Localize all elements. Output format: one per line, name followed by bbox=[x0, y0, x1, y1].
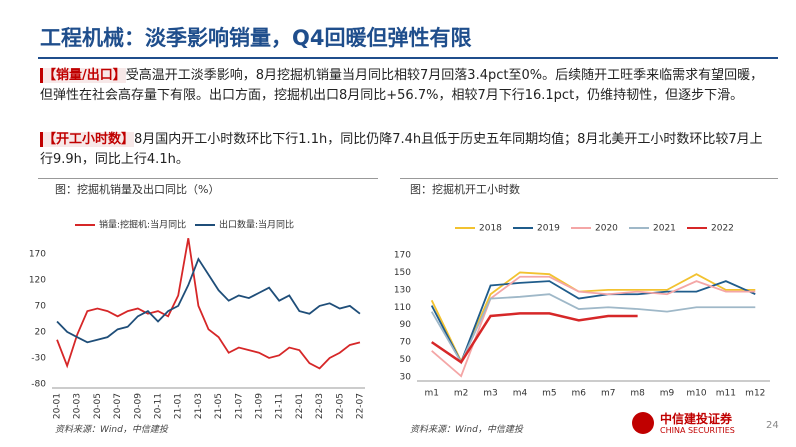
divider bbox=[38, 178, 378, 179]
series-line bbox=[56, 238, 361, 370]
legend-label: 2020 bbox=[595, 224, 618, 234]
x-tick-label: 22-01 bbox=[295, 393, 305, 419]
paragraph-label: 【开工小时数】 bbox=[40, 132, 135, 147]
series-line bbox=[430, 293, 756, 365]
slide-title: 工程机械：淡季影响销量，Q4回暖但弹性有限 bbox=[40, 26, 472, 50]
legend-label: 销量:挖掘机:当月同比 bbox=[99, 219, 186, 231]
x-tick-label: m5 bbox=[542, 389, 557, 399]
x-tick-label: 22-05 bbox=[335, 393, 345, 419]
chart-title: 图：挖掘机销量及出口同比（%） bbox=[55, 183, 220, 196]
paragraph-text: 8月国内开工小时数环比下行1.1h，同比仍降7.4h且低于历史五年同期均值；8月… bbox=[40, 132, 763, 167]
x-tick-label: 20-07 bbox=[113, 393, 123, 419]
paragraph-label: 【销量/出口】 bbox=[40, 68, 126, 83]
legend-label: 2021 bbox=[653, 224, 676, 234]
series-line bbox=[56, 257, 361, 344]
y-tick-label: 150 bbox=[394, 268, 411, 278]
x-tick-label: m10 bbox=[686, 389, 706, 399]
x-tick-label: 21-07 bbox=[234, 393, 244, 419]
logo-mark bbox=[632, 412, 654, 434]
series-line bbox=[431, 312, 638, 364]
y-tick-label: 70 bbox=[35, 301, 47, 311]
logo-text: 中信建投证券 bbox=[660, 412, 733, 426]
x-tick-label: m7 bbox=[601, 389, 616, 399]
paragraph-text: 受高温开工淡季影响，8月挖掘机销量当月同比相较7月回落3.4pct至0%。后续随… bbox=[40, 68, 764, 103]
x-tick-label: m12 bbox=[745, 389, 765, 399]
x-tick-label: 21-03 bbox=[194, 393, 204, 419]
legend-label: 2018 bbox=[479, 224, 502, 234]
divider bbox=[400, 178, 778, 179]
page-number: 24 bbox=[766, 420, 779, 431]
x-tick-label: 20-03 bbox=[73, 393, 83, 419]
y-tick-label: 120 bbox=[29, 275, 46, 285]
chart: -80 -30 20 70 120 170 20-01 20-03 20-05 20-07 20-0… bbox=[29, 219, 366, 420]
y-tick-label: 170 bbox=[394, 251, 411, 261]
x-tick-label: 20-05 bbox=[93, 393, 103, 419]
y-tick-label: 50 bbox=[400, 355, 412, 365]
logo-text: CHINA SECURITIES bbox=[660, 426, 735, 435]
y-tick-label: 20 bbox=[35, 327, 47, 337]
x-tick-label: 21-11 bbox=[275, 393, 285, 419]
x-tick-label: 22-03 bbox=[315, 393, 325, 419]
x-tick-label: 20-01 bbox=[53, 393, 63, 419]
series-line bbox=[431, 275, 756, 378]
y-tick-label: 110 bbox=[394, 303, 411, 313]
y-tick-label: 90 bbox=[400, 320, 412, 330]
x-tick-label: m11 bbox=[716, 389, 736, 399]
x-tick-label: 22-07 bbox=[355, 393, 365, 419]
x-tick-label: m4 bbox=[513, 389, 528, 399]
paragraph: 【开工小时数】8月国内开工小时数环比下行1.1h，同比仍降7.4h且低于历史五年… bbox=[40, 130, 770, 170]
y-tick-label: 130 bbox=[394, 285, 411, 295]
x-tick-label: 20-11 bbox=[154, 393, 164, 419]
chart: 30 50 70 90 110 130 150 170 m1 m2 m3 m4 m5 m6 m7 m8 m9 m1… bbox=[394, 224, 770, 399]
y-tick-label: 170 bbox=[29, 249, 46, 259]
x-tick-label: m2 bbox=[454, 389, 469, 399]
y-tick-label: 70 bbox=[400, 338, 412, 348]
y-tick-label: 30 bbox=[400, 373, 412, 383]
x-tick-label: m6 bbox=[572, 389, 587, 399]
title-rule bbox=[38, 57, 778, 59]
series-line bbox=[430, 280, 756, 365]
x-tick-label: m8 bbox=[630, 389, 645, 399]
paragraph: 【销量/出口】受高温开工淡季影响，8月挖掘机销量当月同比相较7月回落3.4pct… bbox=[40, 66, 770, 106]
legend-label: 出口数量:当月同比 bbox=[219, 219, 294, 231]
source: 资料来源：Wind，中信建投 bbox=[410, 425, 523, 435]
chart-title: 图：挖掘机开工小时数 bbox=[410, 183, 520, 196]
x-tick-label: 21-05 bbox=[214, 393, 224, 419]
legend-label: 2019 bbox=[537, 224, 560, 234]
y-tick-label: -30 bbox=[31, 353, 46, 363]
x-tick-label: 21-09 bbox=[254, 393, 264, 419]
x-tick-label: m3 bbox=[483, 389, 498, 399]
x-tick-label: 21-01 bbox=[174, 393, 184, 419]
y-tick-label: -80 bbox=[31, 380, 46, 390]
legend-label: 2022 bbox=[711, 224, 734, 234]
x-tick-label: 20-09 bbox=[133, 393, 143, 419]
series-line bbox=[430, 271, 756, 364]
x-tick-label: m1 bbox=[424, 389, 439, 399]
x-tick-label: m9 bbox=[660, 389, 675, 399]
source: 资料来源：Wind，中信建投 bbox=[55, 425, 168, 435]
